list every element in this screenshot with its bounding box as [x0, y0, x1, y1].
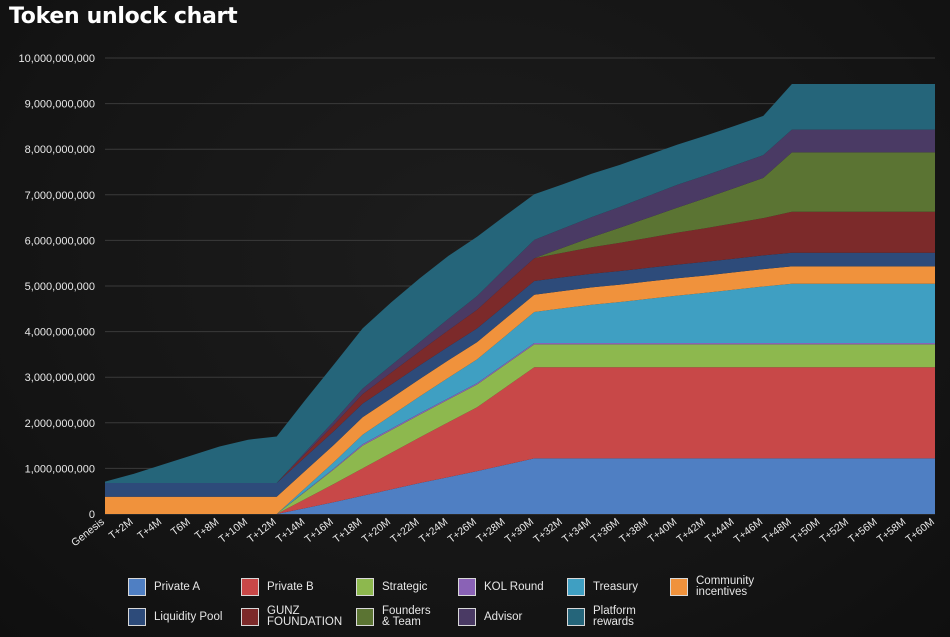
legend-swatch: [241, 578, 259, 596]
legend-item: Private A: [128, 574, 234, 600]
x-tick-label: T+34M: [560, 516, 593, 546]
x-tick-label: T+38M: [617, 516, 650, 546]
x-tick-label: T+26M: [446, 516, 479, 546]
legend-swatch: [241, 608, 259, 626]
y-tick-label: 0: [89, 509, 95, 521]
legend-swatch: [670, 578, 688, 596]
x-tick-label: T+58M: [875, 516, 908, 546]
legend-label: Private B: [267, 580, 314, 593]
area-strategic: [105, 344, 935, 514]
x-tick-label: T+16M: [302, 516, 335, 546]
y-tick-label: 4,000,000,000: [25, 327, 95, 339]
legend-label: GUNZ FOUNDATION: [267, 605, 343, 628]
legend-swatch: [458, 578, 476, 596]
x-tick-label: T+32M: [531, 516, 564, 546]
legend-label: Liquidity Pool: [154, 610, 223, 623]
y-tick-label: 2,000,000,000: [25, 418, 95, 430]
x-tick-label: T+40M: [646, 516, 679, 546]
x-tick-label: T+2M: [107, 516, 136, 542]
area-series: [105, 84, 935, 514]
x-tick-label: T+50M: [789, 516, 822, 546]
legend: Private A Private B Strategic KOL Round Trea…: [128, 574, 948, 634]
y-tick-label: 3,000,000,000: [25, 372, 95, 384]
x-tick-label: T+28M: [474, 516, 507, 546]
y-tick-label: 9,000,000,000: [25, 99, 95, 111]
x-tick-label: T+22M: [388, 516, 421, 546]
legend-swatch: [356, 578, 374, 596]
legend-label: Private A: [154, 580, 201, 593]
x-tick-label: T+10M: [217, 516, 250, 546]
area-private-b: [105, 367, 935, 514]
x-tick-label: T+56M: [846, 516, 879, 546]
x-tick-label: T+24M: [417, 516, 450, 546]
x-tick-label: T+30M: [503, 516, 536, 546]
legend-item: Community incentives: [670, 574, 776, 600]
x-tick-label: T+12M: [245, 516, 278, 546]
legend-item: Strategic: [356, 574, 462, 600]
x-tick-label: T+36M: [589, 516, 622, 546]
legend-item: Treasury: [567, 574, 673, 600]
legend-item: Liquidity Pool: [128, 604, 234, 630]
x-tick-label: T+4M: [135, 516, 164, 542]
y-axis: 0 1,000,000,000 2,000,000,000 3,000,000,000…: [19, 53, 95, 521]
legend-swatch: [458, 608, 476, 626]
area-community-incentives: [105, 266, 935, 514]
legend-label: Platform rewards: [593, 605, 636, 628]
x-tick-label: T+42M: [675, 516, 708, 546]
x-tick-label: T+18M: [331, 516, 364, 546]
legend-label: Strategic: [382, 580, 428, 593]
y-tick-label: 5,000,000,000: [25, 281, 95, 293]
area-gunz-foundation: [105, 211, 935, 483]
legend-item: Advisor: [458, 604, 564, 630]
x-tick-label: T+48M: [760, 516, 793, 546]
legend-label: Treasury: [593, 580, 638, 593]
x-tick-label: T+14M: [274, 516, 307, 546]
legend-item: KOL Round: [458, 574, 564, 600]
area-treasury: [105, 283, 935, 514]
legend-item: Founders & Team: [356, 604, 462, 630]
y-tick-label: 1,000,000,000: [25, 463, 95, 475]
x-tick-label: T+44M: [703, 516, 736, 546]
x-tick-label: T+52M: [818, 516, 851, 546]
x-tick-label: T6M: [169, 516, 193, 538]
y-tick-label: 10,000,000,000: [19, 53, 95, 65]
area-private-a: [105, 458, 935, 514]
legend-swatch: [567, 608, 585, 626]
x-tick-label: T+20M: [360, 516, 393, 546]
legend-item: GUNZ FOUNDATION: [241, 604, 347, 630]
y-tick-label: 6,000,000,000: [25, 235, 95, 247]
area-founders-team: [105, 152, 935, 483]
x-tick-label: T+60M: [903, 516, 936, 546]
legend-label: Community incentives: [696, 575, 755, 598]
x-axis: Genesis T+2M T+4M T6M T+8MT+10MT+12MT+14MT+1…: [69, 516, 937, 549]
legend-swatch: [128, 608, 146, 626]
area-liquidity-pool: [105, 252, 935, 497]
x-tick-label: T+46M: [732, 516, 765, 546]
legend-swatch: [356, 608, 374, 626]
y-tick-label: 8,000,000,000: [25, 144, 95, 156]
y-tick-label: 7,000,000,000: [25, 190, 95, 202]
legend-label: Founders & Team: [382, 605, 431, 628]
chart-title: Token unlock chart: [9, 4, 238, 29]
legend-label: Advisor: [484, 610, 523, 623]
area-platform-rewards: [105, 84, 935, 483]
legend-label: KOL Round: [484, 580, 544, 593]
legend-swatch: [128, 578, 146, 596]
legend-item: Private B: [241, 574, 347, 600]
legend-swatch: [567, 578, 585, 596]
legend-item: Platform rewards: [567, 604, 673, 630]
